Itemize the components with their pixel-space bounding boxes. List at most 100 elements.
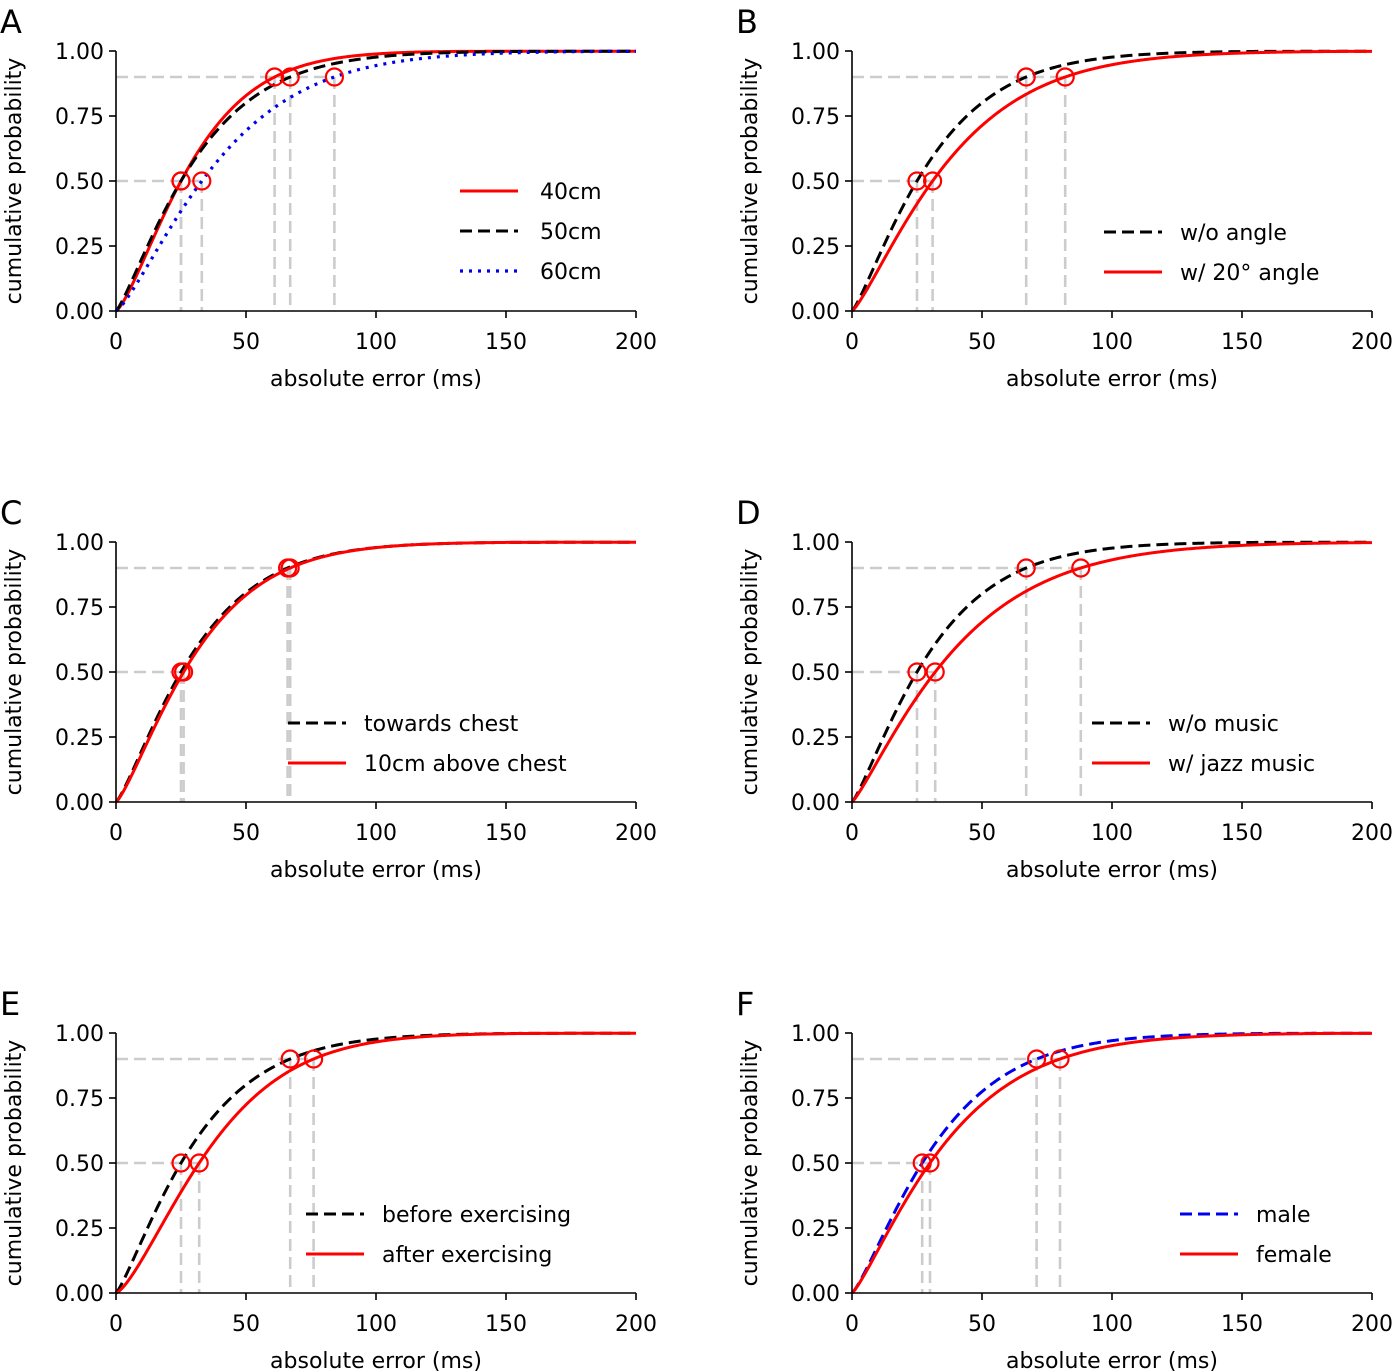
x-axis-label: absolute error (ms) bbox=[1006, 858, 1218, 883]
percentile-marker-p50 bbox=[907, 662, 927, 682]
legend-entry: female bbox=[1256, 1243, 1332, 1268]
percentile-guides bbox=[116, 1057, 315, 1293]
legend-entry: w/o music bbox=[1168, 712, 1279, 737]
x-tick-label: 0 bbox=[845, 821, 859, 846]
percentile-marker-p90 bbox=[1016, 558, 1036, 578]
x-tick-label: 0 bbox=[109, 330, 123, 355]
legend-entry: 60cm bbox=[540, 260, 602, 285]
series-line bbox=[114, 540, 637, 804]
y-tick-label: 0.25 bbox=[55, 1217, 104, 1242]
x-tick-label: 100 bbox=[1091, 330, 1133, 355]
panel-label: E bbox=[0, 985, 20, 1023]
panel-label: A bbox=[0, 3, 22, 41]
y-axis-label: cumulative probability bbox=[2, 549, 27, 796]
series-line bbox=[851, 49, 1373, 313]
chart-panel-b: B 0 50 100 150 200 0.00 0.25 0.50 0.75 1.00 absolut… bbox=[736, 3, 1393, 392]
percentile-marker-p50 bbox=[925, 662, 945, 682]
y-tick-label: 0.75 bbox=[791, 105, 840, 130]
y-tick-label: 0.25 bbox=[55, 235, 104, 260]
y-axis-label: cumulative probability bbox=[2, 1040, 27, 1287]
percentile-marker-p90 bbox=[1026, 1049, 1047, 1069]
legend-entry: w/ jazz music bbox=[1168, 752, 1315, 777]
x-tick-label: 0 bbox=[109, 1312, 123, 1337]
percentile-marker-p90 bbox=[280, 1049, 300, 1069]
legend-entry: w/ 20° angle bbox=[1180, 261, 1319, 286]
series-line bbox=[115, 1031, 637, 1295]
x-tick-label: 200 bbox=[615, 821, 657, 846]
percentile-marker-p50 bbox=[171, 171, 191, 191]
x-tick-label: 100 bbox=[355, 330, 397, 355]
percentile-marker-p50 bbox=[192, 171, 212, 191]
y-tick-label: 0.50 bbox=[791, 661, 840, 686]
legend-entry: 40cm bbox=[540, 180, 602, 205]
legend-entry: after exercising bbox=[382, 1243, 552, 1268]
percentile-marker-p50 bbox=[174, 662, 194, 682]
percentile-marker-p50 bbox=[907, 171, 927, 191]
y-tick-label: 0.50 bbox=[55, 1152, 104, 1177]
x-tick-label: 200 bbox=[615, 330, 657, 355]
x-axis-label: absolute error (ms) bbox=[1006, 367, 1218, 392]
x-tick-label: 150 bbox=[1221, 1312, 1263, 1337]
x-axis-label: absolute error (ms) bbox=[270, 858, 482, 883]
x-axis-label: absolute error (ms) bbox=[270, 367, 482, 392]
percentile-marker-p50 bbox=[922, 171, 943, 191]
y-tick-label: 0.25 bbox=[791, 1217, 840, 1242]
percentile-marker-p90 bbox=[265, 67, 285, 87]
percentile-marker-p90 bbox=[1071, 558, 1091, 578]
series-line bbox=[115, 49, 637, 313]
percentile-marker-p90 bbox=[1055, 67, 1075, 87]
x-tick-label: 0 bbox=[845, 1312, 859, 1337]
x-axis-label: absolute error (ms) bbox=[1006, 1349, 1218, 1372]
series-line bbox=[850, 1031, 1373, 1295]
y-tick-label: 1.00 bbox=[55, 531, 104, 556]
y-tick-label: 1.00 bbox=[55, 40, 104, 65]
x-tick-label: 50 bbox=[968, 330, 996, 355]
x-tick-label: 100 bbox=[355, 821, 397, 846]
y-tick-label: 1.00 bbox=[791, 40, 840, 65]
percentile-marker-p50 bbox=[920, 1153, 940, 1173]
panel-label: C bbox=[0, 494, 22, 532]
x-tick-label: 150 bbox=[485, 330, 527, 355]
legend: w/o angle w/ 20° angle bbox=[1104, 221, 1319, 286]
x-tick-label: 100 bbox=[355, 1312, 397, 1337]
y-tick-label: 0.50 bbox=[55, 661, 104, 686]
legend: 40cm 50cm 60cm bbox=[460, 180, 602, 285]
chart-panel-e: E 0 50 100 150 200 0.00 0.25 0.50 0.75 1.00 absolut… bbox=[0, 985, 657, 1372]
y-axis-label: cumulative probability bbox=[738, 58, 763, 305]
panel-label: B bbox=[736, 3, 758, 41]
y-tick-label: 0.50 bbox=[55, 170, 104, 195]
legend: before exercising after exercising bbox=[306, 1203, 571, 1268]
percentile-marker-p50 bbox=[171, 1153, 191, 1173]
x-tick-label: 150 bbox=[1221, 821, 1263, 846]
series-line bbox=[850, 1031, 1373, 1295]
y-axis-label: cumulative probability bbox=[738, 1040, 763, 1287]
series-line bbox=[850, 541, 1373, 804]
series-line bbox=[850, 540, 1373, 803]
legend-entry: 50cm bbox=[540, 220, 602, 245]
percentile-marker-p90 bbox=[1050, 1049, 1070, 1069]
percentile-guides bbox=[116, 566, 292, 802]
chart-panel-d: D 0 50 100 150 200 0.00 0.25 0.50 0.75 1.00 absolut… bbox=[736, 494, 1393, 883]
legend-entry: w/o angle bbox=[1180, 221, 1287, 246]
x-tick-label: 50 bbox=[968, 1312, 996, 1337]
x-tick-label: 200 bbox=[1351, 330, 1393, 355]
chart-panel-c: C 0 50 100 150 200 0.00 0.25 0.50 0.75 1.00 absolut… bbox=[0, 494, 657, 883]
x-tick-label: 50 bbox=[232, 1312, 260, 1337]
x-tick-label: 200 bbox=[615, 1312, 657, 1337]
x-tick-label: 100 bbox=[1091, 821, 1133, 846]
y-tick-label: 0.25 bbox=[791, 235, 840, 260]
y-tick-label: 0.75 bbox=[55, 105, 104, 130]
y-tick-label: 0.75 bbox=[55, 596, 104, 621]
series-line bbox=[114, 49, 637, 312]
y-tick-label: 1.00 bbox=[791, 531, 840, 556]
y-tick-label: 0.25 bbox=[55, 726, 104, 751]
x-tick-label: 150 bbox=[485, 1312, 527, 1337]
x-tick-label: 50 bbox=[968, 821, 996, 846]
chart-panel-a: A 0 50 100 150 200 0.00 0.25 0.50 0.75 1.00 absolut… bbox=[0, 3, 657, 392]
y-tick-label: 0.25 bbox=[791, 726, 840, 751]
y-tick-label: 0.00 bbox=[55, 300, 104, 325]
y-tick-label: 0.50 bbox=[791, 1152, 840, 1177]
x-axis-label: absolute error (ms) bbox=[270, 1349, 482, 1372]
percentile-marker-p90 bbox=[304, 1049, 324, 1069]
